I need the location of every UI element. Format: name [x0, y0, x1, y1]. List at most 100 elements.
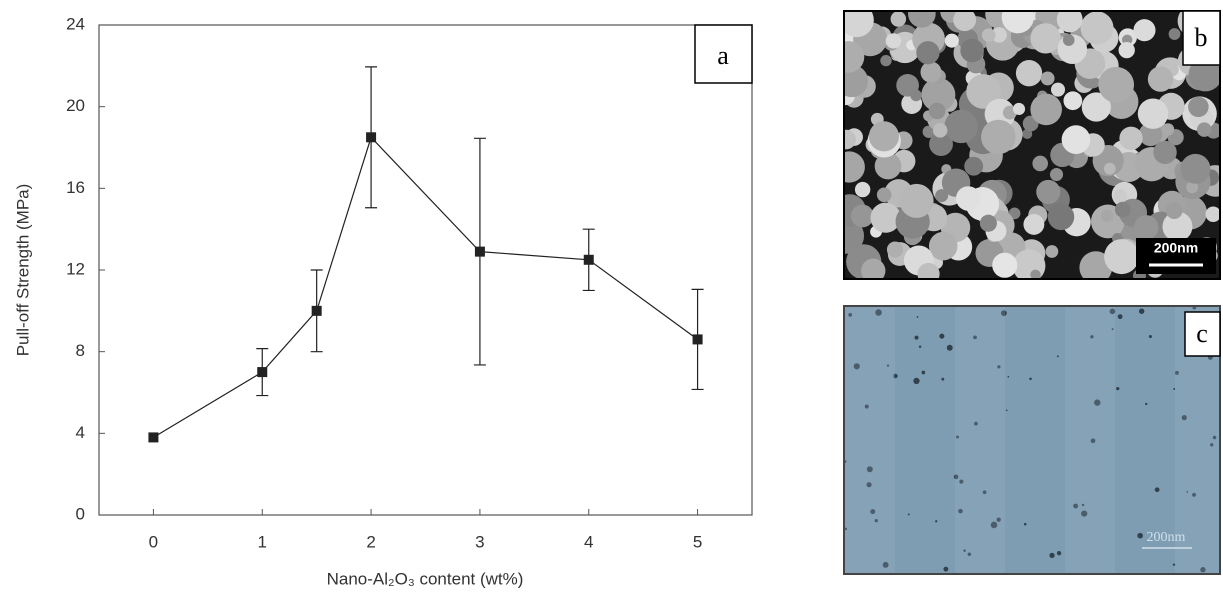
- particle: [1040, 71, 1055, 86]
- panel-label: c: [1196, 319, 1208, 348]
- particle: [1188, 96, 1209, 118]
- particle: [1101, 209, 1114, 222]
- particle: [955, 435, 960, 439]
- particle: [1090, 438, 1096, 444]
- particle: [963, 549, 966, 552]
- particle: [1023, 213, 1045, 235]
- particle: [1109, 308, 1116, 315]
- data-point: [692, 334, 703, 345]
- particle: [941, 377, 945, 381]
- particle: [868, 121, 900, 152]
- particle: [981, 28, 996, 43]
- x-axis-label: Nano-Al₂O₃ content (wt%): [327, 569, 524, 588]
- particle: [866, 482, 872, 488]
- particle: [845, 64, 869, 98]
- particle: [1000, 310, 1007, 317]
- particle: [944, 33, 959, 48]
- particle: [1081, 92, 1111, 122]
- particle: [885, 33, 901, 49]
- particle: [886, 364, 890, 367]
- data-point: [474, 246, 485, 257]
- particle: [997, 365, 1001, 369]
- shade-band: [1065, 307, 1115, 573]
- particle: [959, 479, 964, 484]
- data-point: [257, 367, 268, 378]
- particle: [1205, 206, 1219, 222]
- y-axis-label: Pull-off Strength (MPa): [13, 184, 32, 357]
- particle: [1147, 66, 1174, 92]
- x-tick-label: 4: [584, 532, 593, 551]
- particle: [917, 262, 940, 278]
- particle: [913, 377, 920, 385]
- particle: [920, 61, 942, 83]
- panel-label-box: [1184, 311, 1221, 357]
- particle: [1008, 207, 1021, 220]
- particle: [1119, 126, 1143, 150]
- particle: [1056, 355, 1059, 358]
- particle: [943, 566, 949, 572]
- particle: [866, 466, 873, 473]
- tem-image: [843, 305, 1221, 575]
- particle: [1186, 181, 1199, 194]
- particle: [886, 241, 904, 258]
- tem-particles: [845, 307, 1219, 573]
- particle: [1111, 328, 1114, 331]
- particle: [1062, 34, 1075, 46]
- particle: [1181, 415, 1187, 421]
- panel-label: b: [1195, 23, 1208, 52]
- shade-band: [845, 307, 895, 573]
- particle: [974, 421, 978, 426]
- particle: [955, 186, 981, 211]
- particle: [1188, 57, 1219, 92]
- particle: [1114, 201, 1131, 218]
- particle: [890, 12, 907, 27]
- particle: [992, 252, 1018, 278]
- particle: [1094, 399, 1101, 406]
- particle: [1133, 215, 1159, 240]
- particle: [982, 490, 987, 495]
- particle: [874, 518, 878, 523]
- particle: [960, 38, 984, 63]
- particle: [1005, 409, 1008, 412]
- particle: [929, 132, 953, 157]
- particle: [1030, 93, 1062, 126]
- particle: [1032, 155, 1048, 172]
- particle: [1081, 510, 1088, 517]
- particle: [1104, 239, 1140, 275]
- particle: [1161, 123, 1175, 136]
- panel-label: a: [717, 41, 729, 70]
- particle: [845, 129, 856, 150]
- particle: [1210, 443, 1214, 447]
- particle: [1162, 211, 1193, 242]
- particle: [979, 214, 997, 232]
- particle: [944, 109, 978, 144]
- particle: [964, 156, 984, 176]
- particle: [1168, 28, 1181, 40]
- particle: [1079, 251, 1113, 278]
- particle: [875, 309, 882, 316]
- particle: [1036, 179, 1061, 204]
- scale-bar-box: [1136, 238, 1216, 274]
- particle: [1173, 387, 1176, 390]
- x-tick-label: 5: [693, 532, 702, 551]
- particle: [850, 204, 874, 228]
- particle: [1056, 551, 1062, 556]
- data-point: [583, 254, 594, 265]
- particle: [922, 125, 935, 138]
- data-line: [153, 136, 698, 438]
- particle: [1056, 12, 1083, 33]
- particle: [1137, 98, 1169, 129]
- particle: [1137, 532, 1143, 539]
- particle: [848, 313, 853, 317]
- particle: [939, 333, 945, 339]
- y-tick-label: 24: [66, 14, 85, 33]
- particle: [870, 509, 876, 515]
- particle: [876, 187, 892, 203]
- panel-label-box: [1182, 10, 1221, 66]
- particle: [899, 183, 934, 218]
- particle: [1001, 12, 1034, 34]
- particle: [1023, 522, 1027, 526]
- particle: [864, 404, 869, 409]
- particle: [1133, 19, 1156, 42]
- shade-band: [955, 307, 1005, 573]
